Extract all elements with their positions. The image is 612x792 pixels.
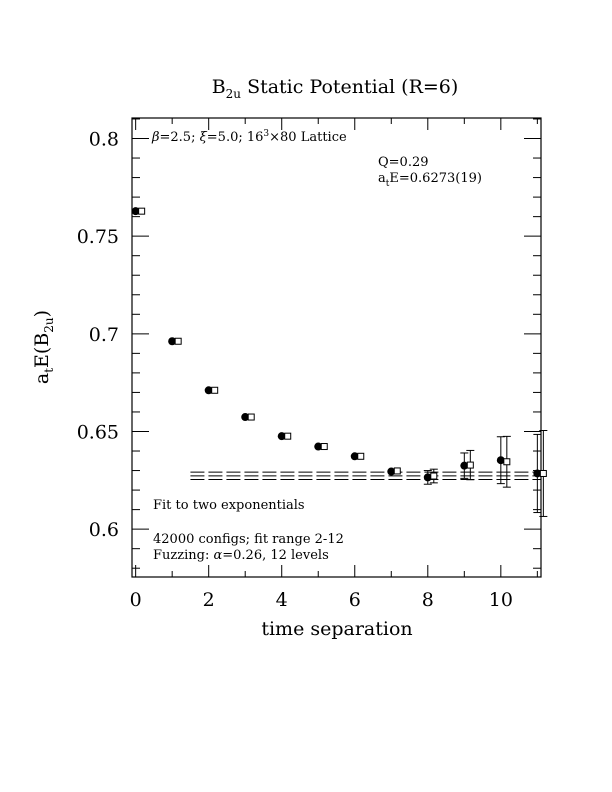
fit-lines xyxy=(190,471,541,481)
data-point-circle xyxy=(168,337,177,346)
lattice-annotation: β=2.5; ξ=5.0; 163×80 Lattice xyxy=(151,129,347,145)
data-point-square xyxy=(211,386,219,394)
ate-annotation: atE=0.6273(19) xyxy=(378,171,482,189)
data-point-square xyxy=(393,467,401,475)
y-tick-label: 0.7 xyxy=(89,324,119,346)
data-point-square xyxy=(539,469,547,477)
data-point-circle xyxy=(350,452,359,461)
x-tick-label: 8 xyxy=(422,589,434,611)
data-point-square xyxy=(138,207,146,215)
x-tick-label: 10 xyxy=(489,589,513,611)
x-tick-label: 6 xyxy=(349,589,361,611)
fit-annotation: Fit to two exponentials xyxy=(153,498,305,513)
y-tick-label: 0.75 xyxy=(77,226,119,248)
axis-ticks: 0 2 4 6 8 10 0.6 0.65 0.7 0.75 0.8 xyxy=(77,118,541,611)
configs-annotation: 42000 configs; fit range 2-12 xyxy=(153,532,344,547)
data-point-square xyxy=(503,458,511,466)
y-tick-label: 0.8 xyxy=(89,129,119,151)
y-axis-label: atE(B2u) xyxy=(31,310,56,384)
data-point-square xyxy=(466,461,474,469)
data-point-circle xyxy=(204,386,213,395)
data-point-square xyxy=(174,337,182,345)
x-axis-label: time separation xyxy=(261,618,412,640)
data-point-circle xyxy=(131,207,140,216)
data-point-circle xyxy=(496,456,505,465)
data-point-circle xyxy=(241,413,250,422)
x-tick-label: 0 xyxy=(130,589,142,611)
data-point-square xyxy=(284,432,292,440)
data-point-circle xyxy=(314,442,323,451)
data-point-circle xyxy=(387,467,396,476)
data-point-square xyxy=(357,452,365,460)
data-point-circle xyxy=(277,432,286,441)
data-point-circle xyxy=(423,473,432,482)
data-point-circle xyxy=(460,461,469,470)
data-point-square xyxy=(430,472,438,480)
x-tick-label: 4 xyxy=(276,589,288,611)
plot-frame xyxy=(131,117,542,578)
data-point-circle xyxy=(533,469,542,478)
data-point-square xyxy=(247,413,255,421)
x-tick-label: 2 xyxy=(203,589,215,611)
y-tick-label: 0.6 xyxy=(89,519,119,541)
data-point-square xyxy=(320,443,328,451)
data-points xyxy=(131,207,548,517)
chart-title: B2u Static Potential (R=6) xyxy=(212,76,459,101)
y-tick-label: 0.65 xyxy=(77,421,119,443)
q-annotation: Q=0.29 xyxy=(378,155,429,170)
fuzz-annotation: Fuzzing: α=0.26, 12 levels xyxy=(153,548,329,563)
